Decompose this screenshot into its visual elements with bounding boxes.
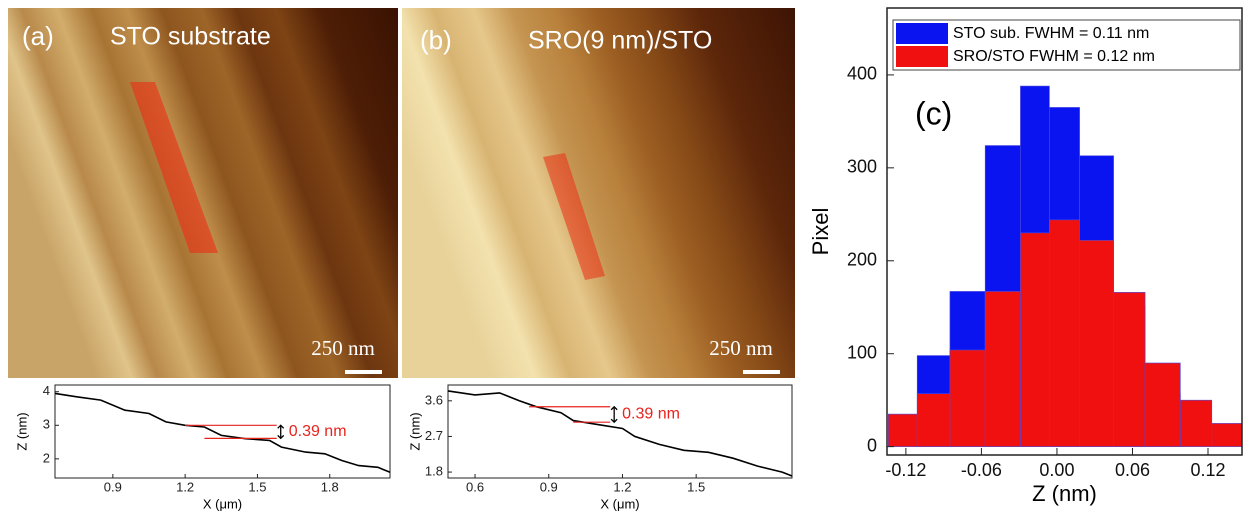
x-tick-label: 0.06	[1115, 460, 1150, 480]
panel-label: (b)	[420, 25, 452, 55]
afm-image	[402, 8, 795, 378]
line-cut-region	[130, 82, 218, 253]
afm-image	[8, 8, 398, 378]
y-tick-label: 200	[847, 250, 877, 270]
plot-frame	[447, 384, 793, 479]
y-tick-label: 100	[847, 342, 877, 362]
x-tick-label: 0.9	[540, 479, 558, 494]
x-axis-label: Z (nm)	[1032, 481, 1097, 506]
histogram-bar	[1049, 219, 1080, 447]
y-tick-label: 3	[43, 417, 50, 432]
panel-title: SRO(9 nm)/STO	[528, 27, 712, 55]
x-tick-label: 0.00	[1039, 460, 1074, 480]
histogram-bar	[887, 413, 918, 447]
y-tick-label: 400	[847, 64, 877, 84]
y-tick-label: 2.7	[425, 428, 443, 443]
y-axis-label: Z (nm)	[407, 412, 422, 450]
x-tick-label: 1.5	[248, 479, 266, 494]
x-tick-label: -0.12	[885, 460, 926, 480]
y-tick-label: 300	[847, 157, 877, 177]
y-tick-label: 3.6	[425, 392, 443, 407]
histogram-bar	[1113, 292, 1146, 447]
legend-label: STO sub. FWHM = 0.11 nm	[953, 25, 1149, 42]
histogram-bar	[1211, 423, 1243, 447]
x-tick-label: 1.8	[321, 479, 339, 494]
x-tick-label: 0.6	[466, 479, 484, 494]
y-tick-label: 0	[867, 435, 877, 455]
y-tick-label: 2	[43, 450, 50, 465]
x-tick-label: 0.9	[104, 479, 122, 494]
histogram-bar	[916, 393, 951, 447]
scale-bar-label: 250 nm	[709, 336, 773, 360]
histogram-bar	[1180, 399, 1213, 447]
scale-bar-label: 250 nm	[311, 336, 375, 360]
legend-label: SRO/STO FWHM = 0.12 nm	[953, 48, 1155, 65]
legend-swatch	[896, 46, 948, 67]
x-tick-label: 1.2	[613, 479, 631, 494]
panel-label: (c)	[915, 95, 952, 131]
plot-frame	[886, 7, 1243, 456]
histogram-bar	[1020, 232, 1050, 447]
legend-swatch	[896, 23, 948, 44]
y-tick-label: 4	[43, 383, 50, 398]
histogram-bar	[949, 349, 986, 447]
x-tick-label: 1.2	[176, 479, 194, 494]
x-tick-label: 1.5	[687, 479, 705, 494]
afm-image-a: (a) STO substrate 250 nm	[8, 8, 398, 378]
profile-line	[447, 390, 793, 477]
histogram-bar	[1144, 362, 1181, 447]
y-axis-label: Pixel	[808, 208, 833, 256]
y-tick-label: 1.8	[425, 464, 443, 479]
x-tick-label: -0.06	[961, 460, 1002, 480]
annotation: 0.39 nm	[289, 423, 347, 440]
histogram-bar	[1079, 240, 1114, 447]
x-axis-label: X (μm)	[203, 496, 242, 511]
plot-frame	[54, 384, 391, 479]
profile-line	[54, 392, 391, 474]
arrow-head	[610, 405, 618, 424]
afm-image-b: (b) SRO(9 nm)/STO 250 nm	[402, 8, 795, 378]
panel-title: STO substrate	[110, 23, 271, 51]
x-tick-label: 0.12	[1190, 460, 1225, 480]
panel-label: (a)	[22, 21, 54, 51]
y-axis-label: Z (nm)	[14, 412, 29, 450]
x-axis-label: X (μm)	[600, 496, 639, 511]
legend-box	[892, 19, 1241, 71]
annotation: 0.39 nm	[622, 406, 680, 423]
arrow-head	[277, 424, 285, 440]
line-cut-region	[543, 153, 605, 280]
histogram-bar	[984, 291, 1021, 447]
